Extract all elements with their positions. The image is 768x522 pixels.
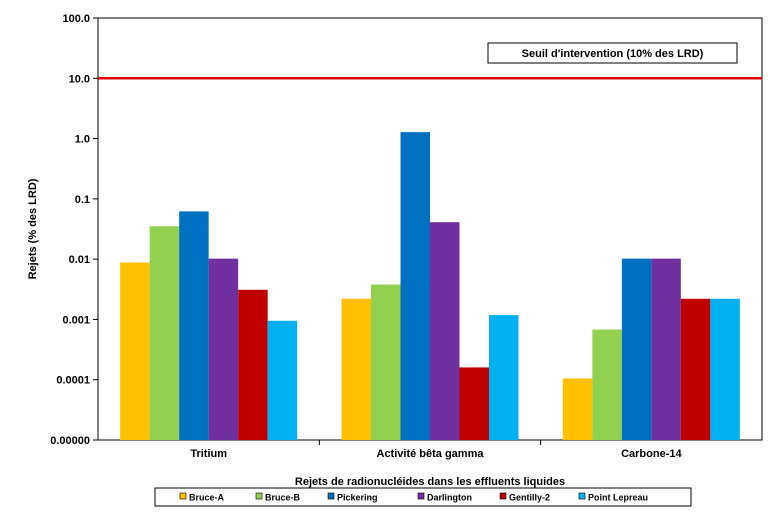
y-tick-label: 0.00000 bbox=[50, 435, 90, 447]
bar-gentilly-2 bbox=[680, 298, 711, 440]
annotation-text: Seuil d'intervention (10% des LRD) bbox=[522, 48, 704, 60]
y-tick-label: 0.1 bbox=[75, 194, 90, 206]
legend-swatch bbox=[578, 492, 586, 500]
x-category-label: Activité bêta gamma bbox=[377, 448, 485, 460]
bar-point-lepreau bbox=[267, 320, 298, 440]
x-axis-title: Rejets de radionucléides dans les efflue… bbox=[295, 476, 565, 488]
bar-bruce-a bbox=[341, 298, 371, 440]
bar-darlington bbox=[430, 222, 460, 440]
bar-pickering bbox=[179, 211, 209, 440]
y-axis-title: Rejets (% des LRD) bbox=[27, 178, 39, 279]
y-tick-label: 100.0 bbox=[62, 13, 90, 25]
legend-label: Darlington bbox=[427, 493, 472, 503]
y-tick-label: 0.0001 bbox=[56, 375, 90, 387]
bar-gentilly-2 bbox=[459, 367, 489, 440]
bar-bruce-a bbox=[562, 378, 593, 440]
x-category-label: Tritium bbox=[190, 448, 227, 460]
bar-pickering bbox=[400, 132, 430, 440]
y-tick-label: 0.001 bbox=[62, 314, 90, 326]
y-tick-label: 0.01 bbox=[69, 254, 90, 266]
legend-label: Bruce-A bbox=[189, 493, 225, 503]
legend-swatch bbox=[417, 492, 425, 500]
legend-swatch bbox=[255, 492, 263, 500]
bar-darlington bbox=[208, 258, 239, 440]
x-category-label: Carbone-14 bbox=[621, 448, 682, 460]
annotation-box bbox=[487, 42, 738, 64]
bar-bruce-b bbox=[592, 329, 622, 440]
bar-pickering bbox=[621, 258, 652, 440]
bar-point-lepreau bbox=[489, 315, 519, 440]
legend-label: Gentilly-2 bbox=[509, 493, 550, 503]
bar-bruce-b bbox=[371, 284, 401, 440]
bar-darlington bbox=[651, 258, 681, 440]
y-tick-label: 10.0 bbox=[69, 73, 90, 85]
y-tick-label: 1.0 bbox=[75, 134, 90, 146]
legend-label: Point Lepreau bbox=[588, 493, 648, 503]
bar-bruce-a bbox=[120, 262, 150, 440]
legend-label: Bruce-B bbox=[265, 493, 301, 503]
legend-swatch bbox=[179, 492, 187, 500]
legend-swatch bbox=[499, 492, 507, 500]
bar-gentilly-2 bbox=[238, 289, 268, 440]
bar-point-lepreau bbox=[710, 298, 740, 440]
bar-bruce-b bbox=[149, 226, 180, 440]
legend-swatch bbox=[327, 492, 335, 500]
legend-label: Pickering bbox=[337, 493, 378, 503]
